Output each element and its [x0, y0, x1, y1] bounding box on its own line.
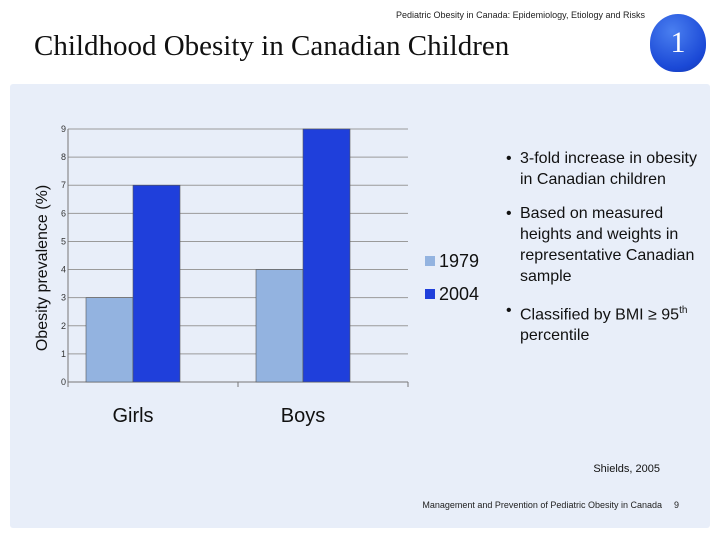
- y-tick-label: 5: [61, 236, 66, 246]
- bullet-item: • 3-fold increase in obesity in Canadian …: [506, 148, 706, 190]
- y-tick-labels: 0 1 2 3 4 5 6 7 8 9: [61, 124, 66, 387]
- bar-2004-girls: [132, 184, 181, 383]
- legend: 1979 2004: [425, 251, 479, 304]
- x-tick-label: Girls: [112, 405, 153, 427]
- x-tick-label: Boys: [281, 405, 325, 427]
- source-citation: Shields, 2005: [593, 463, 660, 475]
- header-caption: Pediatric Obesity in Canada: Epidemiolog…: [396, 10, 645, 20]
- bullet-list: • 3-fold increase in obesity in Canadian …: [506, 148, 706, 359]
- y-axis-label: Obesity prevalence (%): [34, 185, 51, 351]
- y-tick-label: 2: [61, 321, 66, 331]
- y-tick-label: 7: [61, 180, 66, 190]
- bullet-text: Based on measured heights and weights in…: [520, 205, 695, 285]
- legend-label: 2004: [439, 284, 479, 304]
- slide-number-badge: 1: [650, 14, 706, 72]
- bullet-text: 3-fold increase in obesity in Canadian c…: [520, 150, 697, 188]
- y-tick-label: 9: [61, 124, 66, 134]
- y-tick-label: 8: [61, 152, 66, 162]
- bullet-text: Classified by BMI ≥ 95th percentile: [520, 305, 688, 345]
- x-tick-labels: Girls Boys: [112, 405, 325, 427]
- legend-swatch: [425, 289, 435, 299]
- slide-title: Childhood Obesity in Canadian Children: [34, 30, 510, 62]
- bar-2004-boys: [302, 128, 351, 383]
- bullet-item: • Classified by BMI ≥ 95th percentile: [506, 300, 706, 346]
- bars: [85, 128, 351, 383]
- legend-swatch: [425, 256, 435, 266]
- bar-1979-girls: [85, 297, 134, 383]
- bullet-item: • Based on measured heights and weights i…: [506, 203, 706, 287]
- y-tick-label: 4: [61, 265, 66, 275]
- y-tick-label: 6: [61, 208, 66, 218]
- y-tick-label: 3: [61, 293, 66, 303]
- bar-1979-boys: [255, 269, 304, 383]
- y-tick-label: 0: [61, 377, 66, 387]
- y-tick-label: 1: [61, 349, 66, 359]
- page-number: 9: [674, 500, 680, 510]
- legend-label: 1979: [439, 251, 479, 271]
- footer-text: Management and Prevention of Pediatric O…: [422, 500, 662, 510]
